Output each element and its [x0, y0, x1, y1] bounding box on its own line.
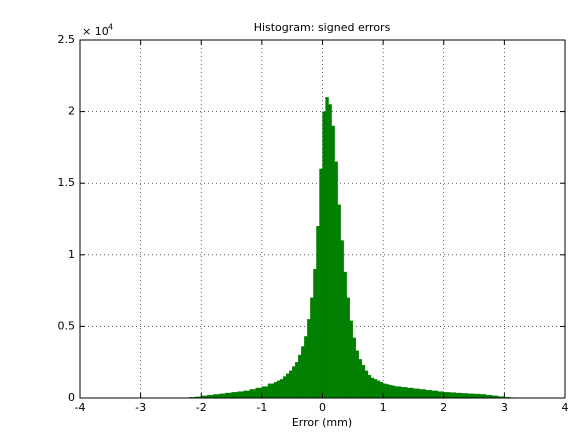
bar: [479, 394, 487, 399]
x-tick-label: -1: [256, 401, 267, 414]
bar: [337, 204, 341, 399]
bar: [328, 104, 332, 399]
y-multiplier-base: × 10: [82, 25, 109, 38]
bar: [325, 97, 329, 399]
bar: [352, 337, 356, 399]
bar: [349, 320, 353, 399]
x-tick-label: -2: [196, 401, 207, 414]
bar: [455, 392, 463, 399]
bar: [340, 240, 344, 399]
bar: [467, 393, 475, 399]
x-axis-label: Error (mm): [292, 416, 352, 429]
bar: [292, 366, 296, 399]
x-tick-label: 3: [501, 401, 508, 414]
x-tick-label: 1: [380, 401, 387, 414]
y-tick-label: 2: [68, 105, 75, 118]
bar: [225, 392, 232, 399]
bar: [419, 389, 426, 399]
bar: [276, 380, 281, 399]
bar: [407, 387, 414, 399]
bar: [267, 383, 275, 399]
bar: [358, 359, 363, 399]
y-multiplier-exponent: 4: [108, 23, 113, 32]
bar: [304, 336, 308, 399]
bar: [361, 364, 366, 399]
bar: [367, 374, 372, 399]
bar: [273, 382, 278, 399]
bar: [346, 297, 350, 399]
bar: [295, 362, 299, 399]
bar: [376, 380, 381, 399]
y-tick-label: 1.5: [58, 176, 76, 189]
bar: [364, 370, 369, 399]
bar: [373, 379, 378, 399]
bar: [473, 393, 481, 399]
bar: [307, 319, 311, 399]
bar: [425, 389, 432, 399]
x-tick-label: -4: [75, 401, 86, 414]
bar: [461, 393, 469, 399]
bar: [301, 346, 305, 399]
bar: [289, 370, 293, 399]
bar: [213, 394, 220, 399]
bar: [401, 387, 408, 399]
bar: [285, 373, 290, 399]
bar: [386, 384, 390, 399]
bar: [219, 393, 226, 399]
y-tick-label: 1: [68, 248, 75, 261]
bar: [261, 386, 269, 399]
bar: [313, 268, 317, 399]
bar: [370, 377, 375, 399]
bar: [316, 226, 320, 399]
bar: [237, 391, 244, 399]
bar: [443, 392, 450, 399]
bar: [298, 354, 302, 399]
x-tick-label: -3: [135, 401, 146, 414]
bar: [437, 391, 444, 399]
bar: [243, 390, 250, 399]
bar: [319, 168, 323, 399]
x-tick-label: 4: [562, 401, 569, 414]
x-tick-label: 0: [319, 401, 326, 414]
bar: [279, 379, 284, 399]
y-tick-label: 2.5: [58, 33, 76, 46]
bar: [392, 385, 396, 399]
bar: [331, 125, 335, 399]
bar: [355, 350, 360, 399]
x-tick-label: 2: [440, 401, 447, 414]
bar: [249, 389, 256, 399]
bar: [431, 390, 438, 399]
bar: [449, 392, 457, 399]
bar: [282, 376, 287, 399]
bar: [310, 297, 314, 399]
bar: [395, 386, 402, 399]
bar: [231, 392, 238, 399]
bar: [255, 387, 263, 399]
bar: [343, 271, 347, 399]
bar: [334, 161, 338, 399]
y-tick-label: 0.5: [58, 319, 76, 332]
bar: [389, 384, 393, 399]
chart-title: Histogram: signed errors: [254, 21, 391, 34]
bar: [413, 388, 420, 399]
y-tick-label: 0: [68, 391, 75, 404]
bar: [322, 111, 326, 399]
